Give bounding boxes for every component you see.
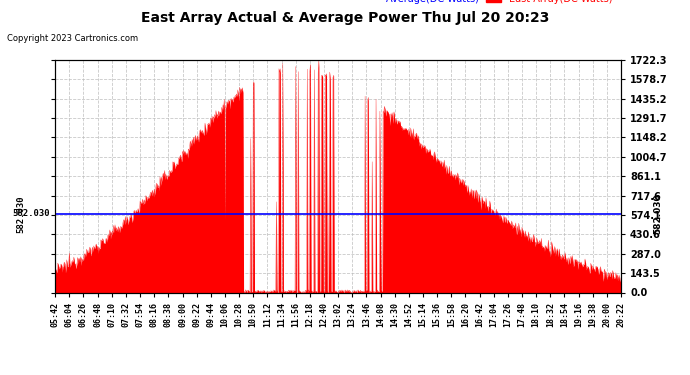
Text: 582.030: 582.030 — [653, 194, 662, 234]
Text: 582.030: 582.030 — [12, 209, 50, 218]
Text: East Array Actual & Average Power Thu Jul 20 20:23: East Array Actual & Average Power Thu Ju… — [141, 11, 549, 25]
Text: 582.030: 582.030 — [17, 195, 26, 233]
Text: Copyright 2023 Cartronics.com: Copyright 2023 Cartronics.com — [7, 34, 138, 43]
Legend: Average(DC Watts), East Array(DC Watts): Average(DC Watts), East Array(DC Watts) — [359, 0, 616, 8]
